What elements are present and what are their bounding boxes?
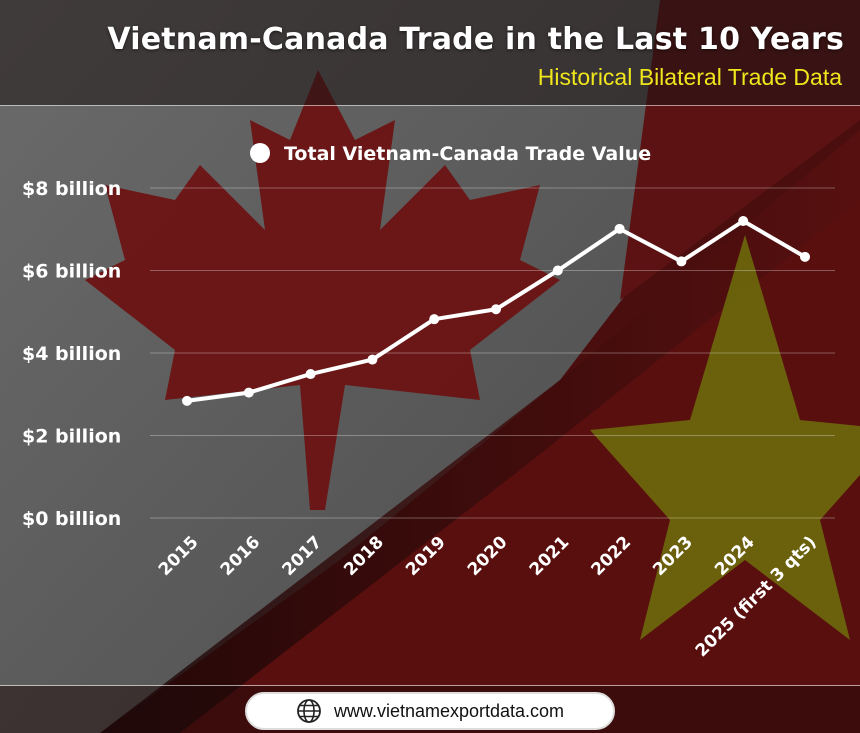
- maple-leaf-shape: [85, 70, 560, 510]
- y-tick-label: $4 billion: [22, 343, 121, 365]
- data-point: [676, 256, 687, 267]
- data-point: [429, 314, 440, 325]
- footer-divider: [0, 685, 860, 686]
- data-point: [552, 265, 563, 276]
- legend-label: Total Vietnam-Canada Trade Value: [284, 143, 651, 165]
- website-url: www.vietnamexportdata.com: [333, 700, 565, 721]
- data-point: [182, 395, 192, 406]
- website-link[interactable]: www.vietnamexportdata.com: [245, 692, 615, 730]
- data-point: [800, 251, 810, 262]
- y-tick-label: $0 billion: [22, 508, 121, 530]
- y-tick-label: $8 billion: [22, 178, 121, 200]
- x-tick-label: 2017: [279, 532, 327, 580]
- x-tick-label: 2020: [464, 532, 512, 580]
- x-tick-label: 2019: [402, 532, 450, 580]
- x-tick-label: 2023: [649, 532, 697, 580]
- x-tick-label: 2016: [217, 532, 265, 580]
- star-shape: [590, 235, 860, 640]
- chart-title: Vietnam-Canada Trade in the Last 10 Year…: [107, 22, 844, 57]
- data-point: [367, 354, 378, 365]
- x-tick-label: 2018: [340, 532, 388, 580]
- x-tick-label: 2022: [588, 532, 636, 580]
- legend: Total Vietnam-Canada Trade Value: [250, 143, 651, 165]
- globe-icon: [297, 699, 321, 723]
- y-tick-label: $6 billion: [22, 261, 121, 283]
- data-point: [738, 216, 749, 226]
- data-point: [614, 223, 625, 234]
- data-point: [243, 387, 254, 398]
- x-tick-label: 2021: [526, 532, 574, 580]
- data-point: [305, 369, 316, 380]
- x-tick-label: 2015: [155, 532, 203, 580]
- x-tick-label: 2024: [711, 532, 759, 580]
- data-point: [491, 304, 501, 315]
- x-tick-label: 2025 (first 3 qts): [692, 532, 821, 661]
- header-divider: [0, 105, 860, 106]
- legend-marker: [250, 143, 270, 163]
- chart-subtitle: Historical Bilateral Trade Data: [537, 64, 842, 90]
- y-tick-label: $2 billion: [22, 426, 121, 448]
